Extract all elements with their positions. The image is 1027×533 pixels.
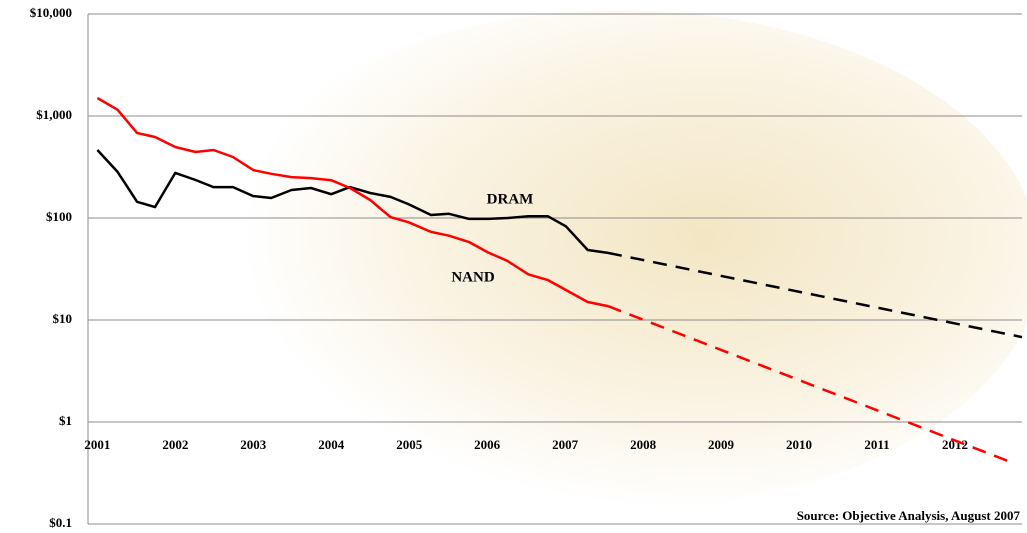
source-note: Source: Objective Analysis, August 2007	[797, 508, 1021, 523]
y-tick-label: $10,000	[30, 5, 72, 20]
y-tick-label: $10	[53, 311, 73, 326]
chart: $0.1 $1 $10 $100 $1,000 $10,000 2001 2002 2003 20…	[0, 0, 1027, 533]
y-tick-label: $0.1	[49, 515, 72, 530]
series-label: DRAM	[487, 191, 534, 207]
x-tick-label: 2002	[162, 437, 188, 452]
x-tick-label: 2004	[318, 437, 345, 452]
x-tick-label: 2011	[864, 437, 889, 452]
x-tick-label: 2010	[786, 437, 812, 452]
x-tick-label: 2006	[474, 437, 501, 452]
x-tick-label: 2008	[630, 437, 657, 452]
x-tick-label: 2001	[84, 437, 110, 452]
x-tick-label: 2009	[708, 437, 735, 452]
y-tick-label: $1	[59, 413, 72, 428]
x-tick-label: 2007	[552, 437, 579, 452]
series-label: NAND	[451, 269, 494, 285]
x-tick-label: 2003	[240, 437, 267, 452]
background-image	[200, 10, 1027, 510]
y-tick-label: $100	[46, 209, 72, 224]
y-tick-label: $1,000	[36, 107, 72, 122]
x-tick-label: 2005	[396, 437, 423, 452]
